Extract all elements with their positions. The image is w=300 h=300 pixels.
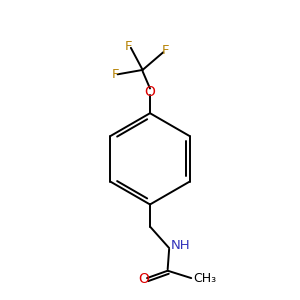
Text: F: F [162, 44, 169, 57]
Text: NH: NH [171, 239, 190, 252]
Text: F: F [112, 68, 119, 81]
Text: CH₃: CH₃ [194, 272, 217, 285]
Text: O: O [145, 85, 155, 99]
Text: F: F [125, 40, 132, 53]
Text: O: O [138, 272, 149, 286]
